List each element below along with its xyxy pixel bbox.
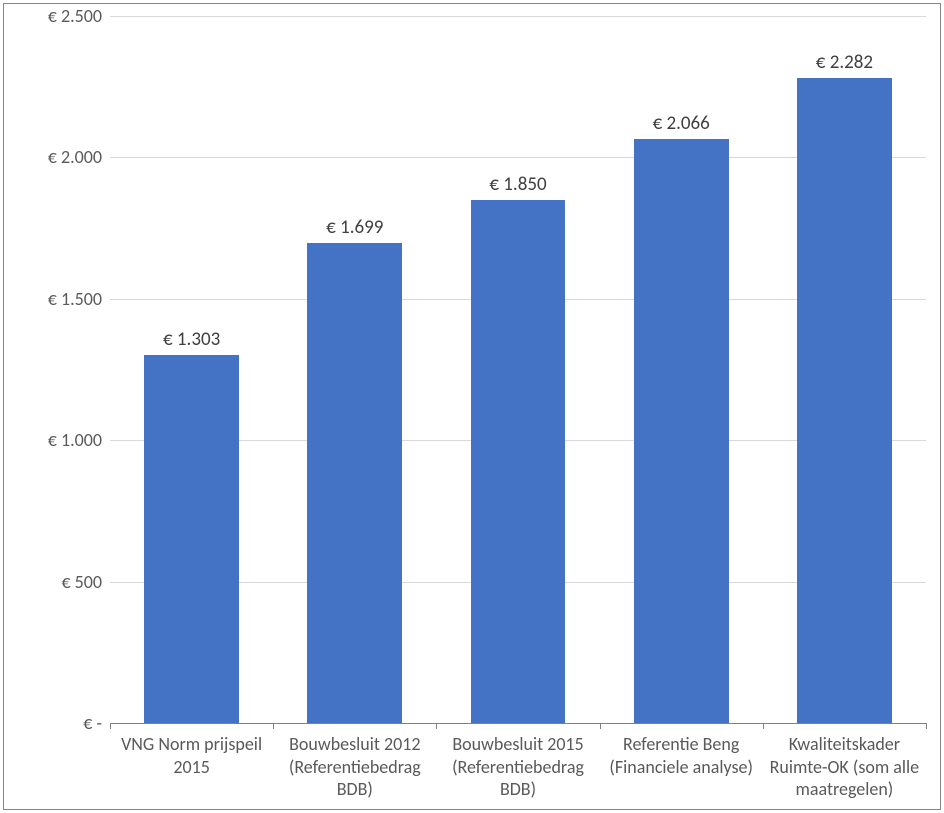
y-tick-label: € 500	[61, 571, 102, 593]
x-tick-mark	[436, 723, 437, 729]
bar	[634, 139, 729, 723]
y-tick-label: € -	[83, 712, 102, 734]
bar	[307, 243, 402, 723]
x-tick-mark	[600, 723, 601, 729]
bar	[797, 78, 892, 723]
plot-area	[110, 16, 926, 723]
bar-value-label: € 2.282	[816, 51, 873, 74]
bar-value-label: € 2.066	[653, 112, 710, 135]
y-tick-label: € 2.500	[48, 5, 102, 27]
bar	[471, 200, 566, 723]
y-tick-label: € 2.000	[48, 146, 102, 168]
x-tick-mark	[926, 723, 927, 729]
x-tick-mark	[273, 723, 274, 729]
bar	[144, 355, 239, 723]
bar-value-label: € 1.699	[326, 216, 383, 239]
gridline	[110, 723, 926, 724]
bar-chart: € - € 500 € 1.000 € 1.500 € 2.000 € 2.500 € 1.…	[0, 0, 944, 813]
x-tick-label: Bouwbesluit 2015 (Referentiebedrag BDB)	[438, 733, 597, 801]
gridline	[110, 16, 926, 17]
y-tick-label: € 1.000	[48, 429, 102, 451]
bar-value-label: € 1.303	[163, 328, 220, 351]
x-tick-mark	[110, 723, 111, 729]
x-tick-mark	[763, 723, 764, 729]
bar-value-label: € 1.850	[489, 173, 546, 196]
x-tick-label: Kwaliteitskader Ruimte-OK (som alle maat…	[765, 733, 924, 801]
x-tick-label: VNG Norm prijspeil 2015	[112, 733, 271, 778]
x-tick-label: Bouwbesluit 2012 (Referentiebedrag BDB)	[275, 733, 434, 801]
x-tick-label: Referentie Beng (Financiele analyse)	[602, 733, 761, 778]
y-tick-label: € 1.500	[48, 288, 102, 310]
